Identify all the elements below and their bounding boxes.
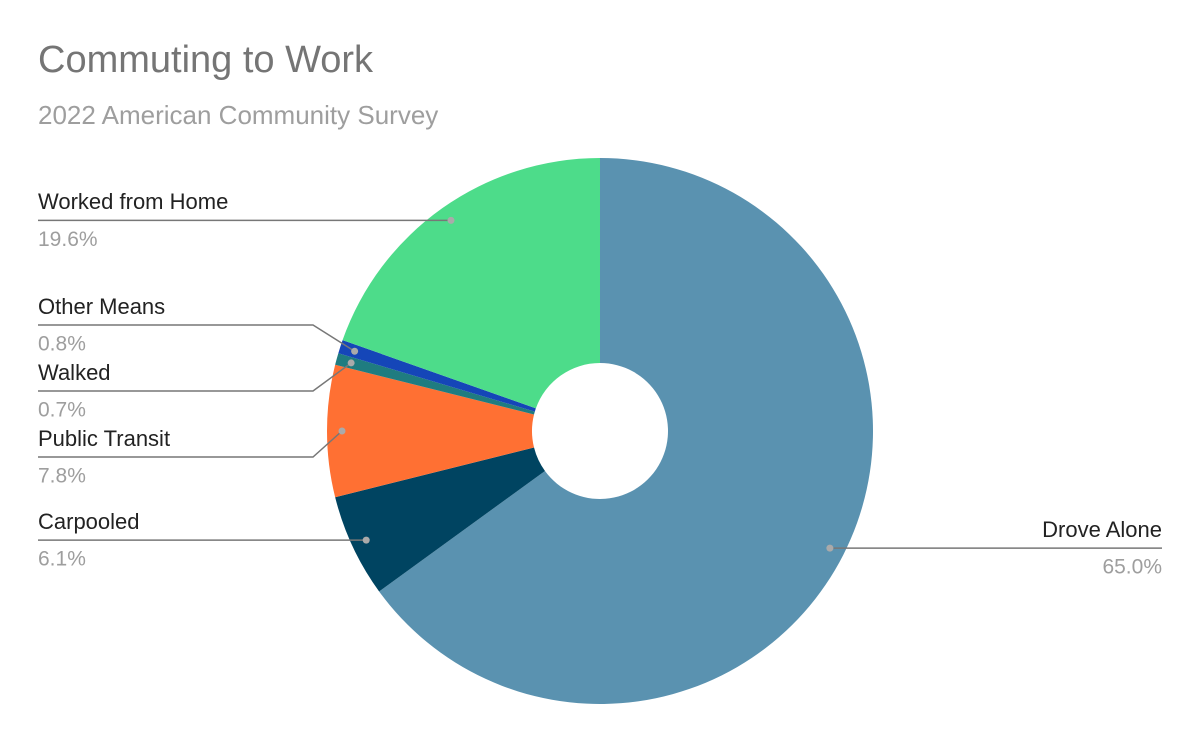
slice-label: Other Means <box>38 294 165 319</box>
slice-label: Public Transit <box>38 426 170 451</box>
slice-value: 7.8% <box>38 465 86 488</box>
leader-dot <box>826 544 834 552</box>
slice-label: Carpooled <box>38 509 140 534</box>
leader-dot <box>447 216 455 224</box>
chart-title: Commuting to Work <box>38 39 374 81</box>
leader-dot <box>351 347 359 355</box>
chart-subtitle: 2022 American Community Survey <box>38 100 438 130</box>
slice-label: Worked from Home <box>38 189 228 214</box>
pie-slice <box>335 447 545 592</box>
leader-dot <box>362 536 370 544</box>
pie-slice <box>326 364 535 498</box>
slice-value: 0.8% <box>38 333 86 356</box>
pie-slice <box>335 353 535 415</box>
pie-slice <box>338 340 536 412</box>
leader-dot <box>338 427 346 435</box>
pie-slice <box>379 158 874 704</box>
slice-value: 6.1% <box>38 548 86 571</box>
leader-line <box>38 362 352 392</box>
slice-value: 19.6% <box>38 228 98 251</box>
slice-value: 65.0% <box>1102 556 1162 579</box>
leader-line <box>38 430 343 458</box>
leader-dot <box>347 359 355 367</box>
slice-label: Walked <box>38 360 111 385</box>
pie-slice <box>342 158 600 409</box>
leader-line <box>38 324 356 352</box>
slice-value: 0.7% <box>38 399 86 422</box>
slice-label: Drove Alone <box>1042 517 1162 542</box>
